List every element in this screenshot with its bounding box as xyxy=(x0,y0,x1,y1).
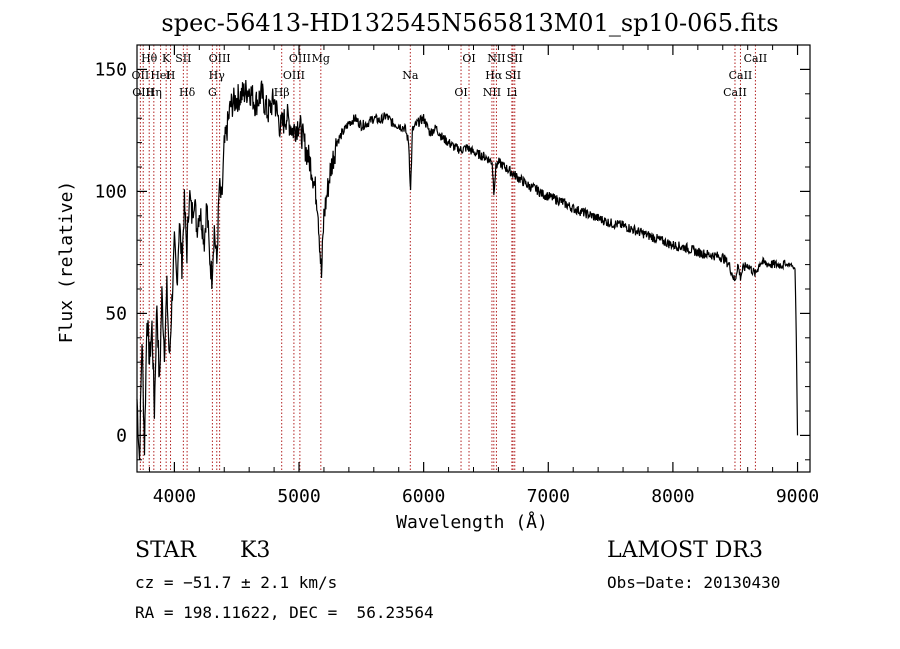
line-label: SII xyxy=(175,52,191,65)
line-label: SII xyxy=(505,69,521,82)
x-tick-label: 6000 xyxy=(402,486,445,507)
x-axis-label: Wavelength (Å) xyxy=(396,511,548,533)
line-label: Hδ xyxy=(179,86,196,99)
object-subclass: K3 xyxy=(240,538,271,563)
line-label: Mg xyxy=(312,52,330,65)
line-label: OIII xyxy=(289,52,311,65)
survey-name: LAMOST DR3 xyxy=(607,538,763,563)
line-label: OIII xyxy=(132,86,154,99)
observation-date: Obs−Date: 20130430 xyxy=(607,573,781,592)
y-axis-ticks: 0 50 100 150 xyxy=(94,59,810,461)
line-label: OIII xyxy=(283,69,305,82)
object-class: STAR xyxy=(135,538,196,563)
line-label: Li xyxy=(506,86,517,99)
x-tick-label: 4000 xyxy=(153,486,196,507)
line-label: OIII xyxy=(209,52,231,65)
x-axis-ticks: 4000 5000 6000 7000 8000 9000 xyxy=(148,45,819,507)
spectrum-line xyxy=(136,79,799,460)
line-label: NII xyxy=(487,52,505,65)
line-label: K xyxy=(162,52,171,65)
line-label: SII xyxy=(507,52,523,65)
y-tick-label: 50 xyxy=(105,303,127,324)
chart-title: spec-56413-HD132545N565813M01_sp10-065.f… xyxy=(161,9,778,37)
y-tick-label: 100 xyxy=(94,181,127,202)
x-tick-label: 5000 xyxy=(277,486,320,507)
x-tick-label: 8000 xyxy=(651,486,694,507)
line-label: G xyxy=(208,86,217,99)
line-label: Hα xyxy=(485,69,503,82)
line-label: Na xyxy=(402,69,419,82)
spectral-line-labels: Hθ OII OIII K HeI Hη SII HHδ OIII Hγ G OIII OIII Hβ Mg… xyxy=(132,52,768,99)
line-label: OI xyxy=(454,86,467,99)
line-label: CaII xyxy=(729,69,753,82)
line-label: HeI xyxy=(150,69,170,82)
line-label: Hγ xyxy=(209,69,226,82)
line-label: H xyxy=(166,69,176,82)
line-label: OI xyxy=(462,52,475,65)
line-label: CaII xyxy=(744,52,768,65)
line-label: OII xyxy=(132,69,150,82)
redshift-value: cz = −51.7 ± 2.1 km/s xyxy=(135,573,338,592)
x-tick-label: 9000 xyxy=(776,486,819,507)
coordinates: RA = 198.11622, DEC = 56.23564 xyxy=(135,603,434,622)
y-tick-label: 0 xyxy=(116,425,127,446)
x-tick-label: 7000 xyxy=(527,486,570,507)
line-label: Hθ xyxy=(141,52,158,65)
line-label: Hβ xyxy=(274,86,290,99)
line-label: NII xyxy=(483,86,501,99)
line-label: Hη xyxy=(146,86,162,99)
y-axis-label: Flux (relative) xyxy=(56,181,77,344)
y-tick-label: 150 xyxy=(94,59,127,80)
line-label: CaII xyxy=(723,86,747,99)
